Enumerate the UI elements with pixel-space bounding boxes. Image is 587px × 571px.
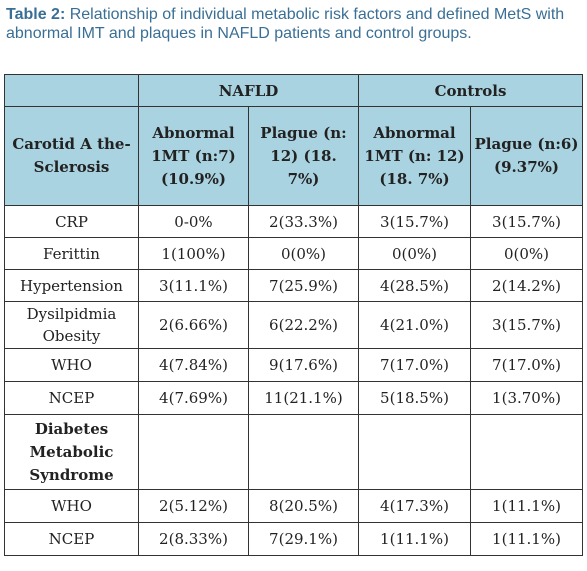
table-cell: 3(15.7%) [470,205,583,238]
table-cell: 0-0% [138,205,249,238]
caption-label: Table 2: [6,6,66,23]
table-cell: 8(20.5%) [248,489,359,523]
table-cell-empty [138,414,249,490]
results-table: NAFLD Controls Carotid A the- Sclerosis … [4,74,583,556]
row-label: NCEP [4,522,139,556]
table-cell: 4(7.84%) [138,348,249,382]
header-empty-cell [4,74,139,107]
table-cell: 11(21.1%) [248,381,359,415]
table-cell: 1(100%) [138,237,249,270]
table-cell: 7(29.1%) [248,522,359,556]
header-group-row: NAFLD Controls [4,74,583,107]
table-row: CRP 0-0% 2(33.3%) 3(15.7%) 3(15.7%) [4,205,583,238]
row-label: Dysilpidmia Obesity [4,301,139,349]
table-cell-empty [248,414,359,490]
row-label: WHO [4,489,139,523]
row-label: Ferittin [4,237,139,270]
table-cell: 0(0%) [358,237,471,270]
table-cell: 3(15.7%) [358,205,471,238]
table-cell-empty [470,414,583,490]
table-cell: 5(18.5%) [358,381,471,415]
header-column: Abnormal 1MT (n: 12) (18. 7%) [358,106,471,206]
table-cell: 2(6.66%) [138,301,249,349]
table-cell: 2(5.12%) [138,489,249,523]
header-row-label: Carotid A the- Sclerosis [4,106,139,206]
table-cell: 1(11.1%) [358,522,471,556]
row-label: Hypertension [4,269,139,302]
header-group-controls: Controls [358,74,583,107]
table-cell: 0(0%) [248,237,359,270]
table-cell: 7(25.9%) [248,269,359,302]
header-column: Plague (n:6) (9.37%) [470,106,583,206]
table-row: NCEP 2(8.33%) 7(29.1%) 1(11.1%) 1(11.1%) [4,522,583,556]
table-cell: 7(17.0%) [470,348,583,382]
table-cell: 1(11.1%) [470,489,583,523]
table-caption: Table 2: Relationship of individual meta… [6,5,584,43]
table-cell: 0(0%) [470,237,583,270]
table-cell: 2(14.2%) [470,269,583,302]
table-cell: 2(8.33%) [138,522,249,556]
caption-text: Relationship of individual metabolic ris… [6,6,565,42]
table-cell: 4(17.3%) [358,489,471,523]
table-row: WHO 4(7.84%) 9(17.6%) 7(17.0%) 7(17.0%) [4,348,583,382]
section-label: Diabetes Metabolic Syndrome [4,414,139,490]
header-column: Plague (n: 12) (18. 7%) [248,106,359,206]
table-cell: 7(17.0%) [358,348,471,382]
row-label: WHO [4,348,139,382]
section-row: Diabetes Metabolic Syndrome [4,414,583,490]
table-row: NCEP 4(7.69%) 11(21.1%) 5(18.5%) 1(3.70%… [4,381,583,415]
table-cell: 3(11.1%) [138,269,249,302]
table-cell: 4(28.5%) [358,269,471,302]
header-column: Abnormal 1MT (n:7) (10.9%) [138,106,249,206]
table-cell-empty [358,414,471,490]
table-cell: 4(7.69%) [138,381,249,415]
table-cell: 9(17.6%) [248,348,359,382]
table-cell: 6(22.2%) [248,301,359,349]
table-row: Hypertension 3(11.1%) 7(25.9%) 4(28.5%) … [4,269,583,302]
header-group-nafld: NAFLD [138,74,359,107]
row-label: NCEP [4,381,139,415]
row-label: CRP [4,205,139,238]
table-cell: 1(3.70%) [470,381,583,415]
table-cell: 3(15.7%) [470,301,583,349]
header-sub-row: Carotid A the- Sclerosis Abnormal 1MT (n… [4,106,583,206]
table-row: Dysilpidmia Obesity 2(6.66%) 6(22.2%) 4(… [4,301,583,349]
table-cell: 4(21.0%) [358,301,471,349]
table-cell: 1(11.1%) [470,522,583,556]
table-row: Ferittin 1(100%) 0(0%) 0(0%) 0(0%) [4,237,583,270]
table-cell: 2(33.3%) [248,205,359,238]
table-row: WHO 2(5.12%) 8(20.5%) 4(17.3%) 1(11.1%) [4,489,583,523]
